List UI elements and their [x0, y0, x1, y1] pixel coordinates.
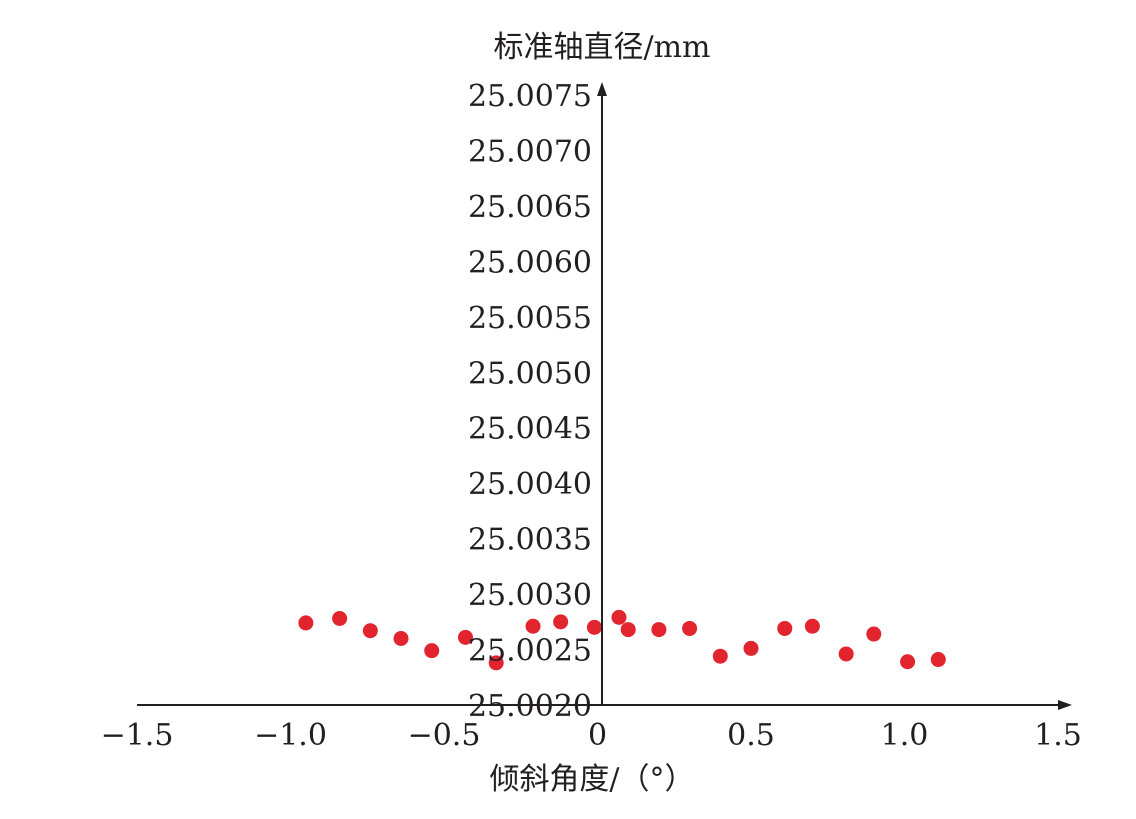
data-point: [838, 646, 854, 662]
data-point: [866, 626, 882, 642]
x-tick-label: −0.5: [408, 718, 481, 753]
data-point: [777, 620, 793, 636]
data-point: [743, 640, 759, 656]
y-tick-label: 25.0075: [468, 79, 592, 114]
y-tick-label: 25.0040: [468, 467, 592, 502]
x-tick-label: 0: [588, 718, 607, 753]
data-point: [900, 654, 916, 670]
x-tick-label: 1.5: [1034, 718, 1082, 753]
data-point: [488, 655, 504, 671]
y-tick-label: 25.0065: [468, 190, 592, 225]
y-tick-label: 25.0035: [468, 523, 592, 558]
y-axis-arrow: [597, 82, 607, 96]
data-point: [930, 652, 946, 668]
y-axis-title: 标准轴直径/mm: [493, 30, 710, 65]
y-tick-label: 25.0045: [468, 412, 592, 447]
data-point: [620, 622, 636, 638]
x-tick-label: 0.5: [727, 718, 775, 753]
data-point: [332, 610, 348, 626]
x-tick-labels: −1.5 −1.0 −0.5 0 0.5 1.0 1.5: [101, 718, 1082, 753]
x-tick-label: −1.5: [101, 718, 174, 753]
data-point: [682, 620, 698, 636]
data-point: [298, 615, 314, 631]
y-tick-label: 25.0050: [468, 356, 592, 391]
data-point: [362, 623, 378, 639]
x-axis-title: 倾斜角度/（°）: [489, 762, 694, 797]
data-point: [712, 648, 728, 664]
y-tick-label: 25.0025: [468, 634, 592, 669]
data-point: [651, 622, 667, 638]
data-point: [525, 618, 541, 634]
y-tick-labels: 25.0075 25.0070 25.0065 25.0060 25.0055 25.00…: [468, 79, 592, 724]
y-tick-label: 25.0030: [468, 578, 592, 613]
data-point: [586, 619, 602, 635]
y-tick-label: 25.0060: [468, 245, 592, 280]
data-points: [298, 609, 946, 671]
data-point: [804, 618, 820, 634]
x-axis-arrow: [1058, 700, 1072, 710]
x-tick-label: −1.0: [254, 718, 327, 753]
data-point: [611, 609, 627, 625]
x-tick-label: 1.0: [881, 718, 929, 753]
data-point: [553, 614, 569, 630]
data-point: [424, 643, 440, 659]
y-tick-label: 25.0070: [468, 134, 592, 169]
data-point: [457, 629, 473, 645]
data-point: [393, 630, 409, 646]
y-tick-label: 25.0020: [468, 689, 592, 724]
y-tick-label: 25.0055: [468, 301, 592, 336]
